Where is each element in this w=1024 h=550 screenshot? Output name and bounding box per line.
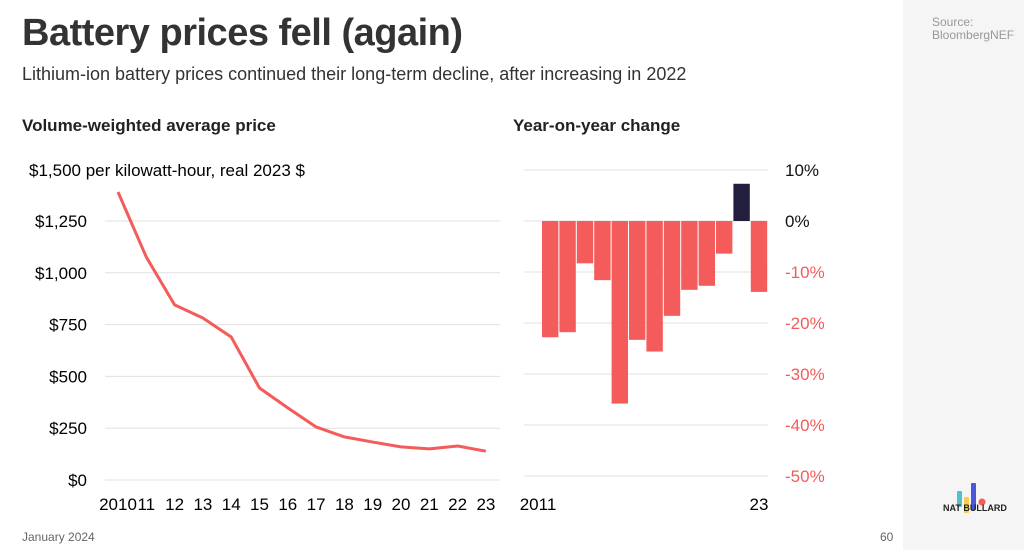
bar-2016 [629, 221, 646, 340]
y-tick-label: -20% [785, 314, 825, 333]
bar-2011 [542, 221, 559, 338]
footer-date: January 2024 [22, 530, 95, 544]
x-tick-label: 14 [222, 495, 241, 514]
y-tick-label: $500 [49, 367, 87, 386]
x-tick-label: 19 [363, 495, 382, 514]
page-number: 60 [880, 530, 894, 544]
logo-icon [957, 483, 986, 513]
bar-2013 [576, 221, 594, 264]
y-tick-label: -30% [785, 365, 825, 384]
x-tick-label: 2010 [99, 495, 137, 514]
bar-2012 [559, 221, 576, 333]
price-line [116, 191, 487, 453]
x-tick-label: 17 [307, 495, 326, 514]
y-tick-label: $250 [49, 419, 87, 438]
x-tick-label: 16 [278, 495, 297, 514]
x-tick-label: 12 [165, 495, 184, 514]
x-tick-label: 23 [750, 495, 769, 514]
bar-chart-title: Year-on-year change [513, 116, 681, 135]
page-title: Battery prices fell (again) [22, 12, 463, 54]
x-tick-label: 22 [448, 495, 467, 514]
bar-2015 [611, 221, 628, 404]
x-tick-label: 13 [193, 495, 212, 514]
y-tick-label: 0% [785, 212, 810, 231]
sidebar [903, 0, 1024, 550]
bar-2018 [663, 221, 681, 316]
x-tick-label: 18 [335, 495, 354, 514]
logo-text: NAT BULLARD [943, 503, 1007, 513]
x-tick-label: 15 [250, 495, 269, 514]
bar-2021 [716, 221, 733, 254]
y-tick-label: $1,250 [35, 212, 87, 231]
bar-2023 [750, 221, 768, 292]
y-tick-label: -10% [785, 263, 825, 282]
page-subtitle: Lithium-ion battery prices continued the… [22, 64, 687, 84]
x-tick-label: 20 [392, 495, 411, 514]
x-tick-label: 11 [137, 495, 155, 514]
y-tick-label: -40% [785, 416, 825, 435]
y-tick-label: $1,000 [35, 264, 87, 283]
x-tick-label: 23 [476, 495, 495, 514]
bar-2014 [594, 221, 611, 281]
y-tick-label: $750 [49, 316, 87, 335]
x-tick-label: 2011 [520, 495, 557, 514]
bar-2020 [698, 221, 715, 286]
x-tick-label: 21 [420, 495, 439, 514]
bar-2017 [646, 221, 663, 352]
y-axis-label: $1,500 per kilowatt-hour, real 2023 $ [29, 161, 306, 180]
bar-2022 [733, 183, 750, 221]
source-note: Source: BloombergNEF [932, 15, 1015, 42]
bar-2019 [681, 221, 698, 290]
y-tick-label: 10% [785, 161, 819, 180]
line-chart-title: Volume-weighted average price [22, 116, 276, 135]
y-tick-label: $0 [68, 471, 87, 490]
y-tick-label: -50% [785, 467, 825, 486]
